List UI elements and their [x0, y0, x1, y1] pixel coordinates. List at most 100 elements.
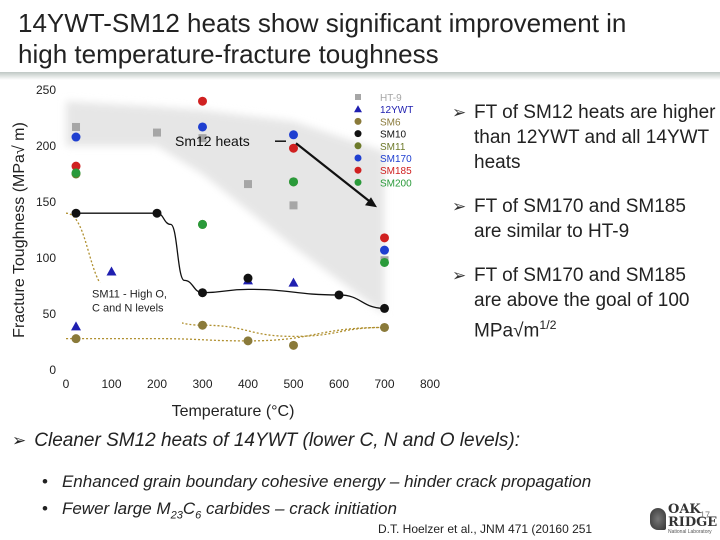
legend-marker	[354, 130, 362, 138]
chart-container: 0 100 200 300 400 500 600 700 800 0 50 100 150 200 250…	[0, 78, 450, 423]
sub-bullet-2-sub1: 23	[170, 509, 183, 522]
ht9-scatter-band	[66, 101, 385, 314]
citation: D.T. Hoelzer et al., JNM 471 (20160 251	[378, 522, 593, 536]
data-point-ht-9	[72, 122, 81, 131]
legend-label: HT-9	[380, 93, 402, 104]
title-divider	[0, 72, 720, 80]
data-point-sm10	[243, 273, 253, 283]
sub-bullet-2-c: carbides – crack initiation	[201, 499, 397, 518]
y-tick-label: 0	[49, 363, 56, 377]
data-point-12ywt	[288, 277, 299, 287]
fracture-toughness-chart: 0 100 200 300 400 500 600 700 800 0 50 100 150 200 250…	[11, 83, 440, 420]
bottom-sub-list: • Enhanced grain boundary cohesive energy…	[42, 468, 702, 529]
dot-bullet-icon: •	[42, 499, 48, 518]
bottom-bullet: ➢ Cleaner SM12 heats of 14YWT (lower C, N…	[12, 430, 712, 452]
data-point-sm6	[198, 320, 207, 330]
arrow-bullet-icon: ➢	[12, 431, 27, 450]
data-points	[71, 96, 389, 350]
legend-marker	[354, 142, 362, 150]
arrow-bullet-icon: ➢	[452, 197, 467, 216]
legend-marker	[354, 166, 362, 174]
y-tick-label: 50	[43, 307, 57, 321]
sub-bullet-2-a: Fewer large M	[61, 499, 171, 518]
data-point-sm6	[71, 334, 81, 344]
x-tick-label: 200	[147, 377, 167, 391]
data-point-sm6	[289, 340, 298, 350]
legend-marker	[354, 117, 362, 125]
x-tick-label: 600	[329, 377, 349, 391]
data-point-sm10	[380, 303, 389, 313]
bullet-1-text: FT of SM12 heats are higher than 12YWT a…	[474, 102, 716, 173]
data-point-sm170	[71, 132, 81, 142]
y-tick-label: 200	[36, 139, 56, 153]
annotation-sm11-line1: SM11 - High O,	[92, 289, 167, 301]
bullet-2-text: FT of SM170 and SM185 are similar to HT-…	[474, 196, 686, 242]
data-point-sm10	[71, 208, 81, 218]
data-point-12ywt	[71, 321, 82, 331]
annotation-sm11-line2: C and N levels	[92, 303, 164, 315]
data-point-sm200	[71, 168, 81, 178]
bullet-3-text: FT of SM170 and SM185 are above the goal…	[474, 265, 690, 342]
y-axis-label: Fracture Toughness (MPa√ m)	[11, 122, 28, 338]
data-point-sm200	[289, 177, 298, 187]
data-point-sm10	[152, 208, 162, 218]
data-point-sm10	[198, 288, 207, 298]
legend-marker	[354, 154, 362, 162]
data-point-sm185	[380, 233, 389, 243]
data-point-sm185	[198, 96, 207, 106]
y-tick-label: 150	[36, 195, 56, 209]
legend-label: SM200	[380, 178, 412, 189]
sub-bullet-2-sub2: 6	[195, 509, 202, 522]
arrow-bullet-icon: ➢	[452, 266, 467, 285]
x-tick-label: 400	[238, 377, 258, 391]
logo-line-1: OAK	[668, 502, 701, 517]
sub-bullet-1-text: Enhanced grain boundary cohesive energy …	[61, 472, 592, 491]
sub-bullet-1: • Enhanced grain boundary cohesive energy…	[42, 468, 702, 495]
data-point-sm200	[380, 257, 389, 267]
slide-title: 14YWT-SM12 heats show significant improv…	[18, 8, 708, 70]
data-point-sm200	[198, 219, 207, 229]
x-tick-label: 800	[420, 377, 440, 391]
data-point-ht-9	[289, 201, 298, 210]
legend-marker	[355, 94, 361, 100]
sub-bullet-2-b: C	[182, 499, 196, 518]
ht9-band-shape	[66, 101, 385, 314]
logo-line-3: National Laboratory	[668, 529, 712, 535]
data-point-ht-9	[198, 134, 207, 143]
data-point-sm6	[380, 322, 389, 332]
legend-label: 12YWT	[380, 105, 413, 116]
arrow-head-icon	[365, 197, 377, 208]
x-axis-label: Temperature (°C)	[172, 403, 295, 420]
data-point-sm185	[71, 161, 81, 171]
legend-label: SM10	[380, 130, 407, 141]
dot-bullet-icon: •	[42, 472, 48, 491]
legend-marker	[354, 105, 362, 113]
data-point-sm170	[289, 130, 298, 140]
data-point-sm170	[198, 122, 207, 132]
annotation-arrow	[295, 142, 373, 205]
leaf-icon	[650, 508, 666, 530]
legend-label: SM185	[380, 166, 412, 177]
y-tick-label: 100	[36, 251, 56, 265]
legend-label: SM170	[380, 154, 412, 165]
x-tick-label: 500	[283, 377, 303, 391]
title-line-2: high temperature-fracture toughness	[18, 39, 439, 69]
data-point-ht-9	[244, 180, 252, 189]
annotation-sm12-heats: Sm12 heats	[175, 133, 250, 149]
y-tick-label: 250	[36, 83, 56, 97]
right-bullet-list: ➢ FT of SM12 heats are higher than 12YWT …	[452, 100, 717, 362]
page-number: 17	[700, 510, 711, 520]
data-point-sm185	[289, 143, 298, 153]
bullet-3-exponent: 1/2	[539, 318, 557, 332]
legend-label: SM6	[380, 117, 401, 128]
bottom-bullet-text: Cleaner SM12 heats of 14YWT (lower C, N …	[34, 430, 520, 451]
x-tick-label: 700	[374, 377, 394, 391]
arrow-bullet-icon: ➢	[452, 103, 467, 122]
chart-axes: 0 100 200 300 400 500 600 700 800 0 50 100 150 200 250…	[11, 83, 440, 420]
sub-bullet-2: • Fewer large M23C6 carbides – crack init…	[42, 495, 702, 529]
x-tick-label: 100	[101, 377, 121, 391]
logo-line-2: RIDGE	[668, 515, 718, 530]
sm11-annotation-box	[86, 282, 182, 327]
